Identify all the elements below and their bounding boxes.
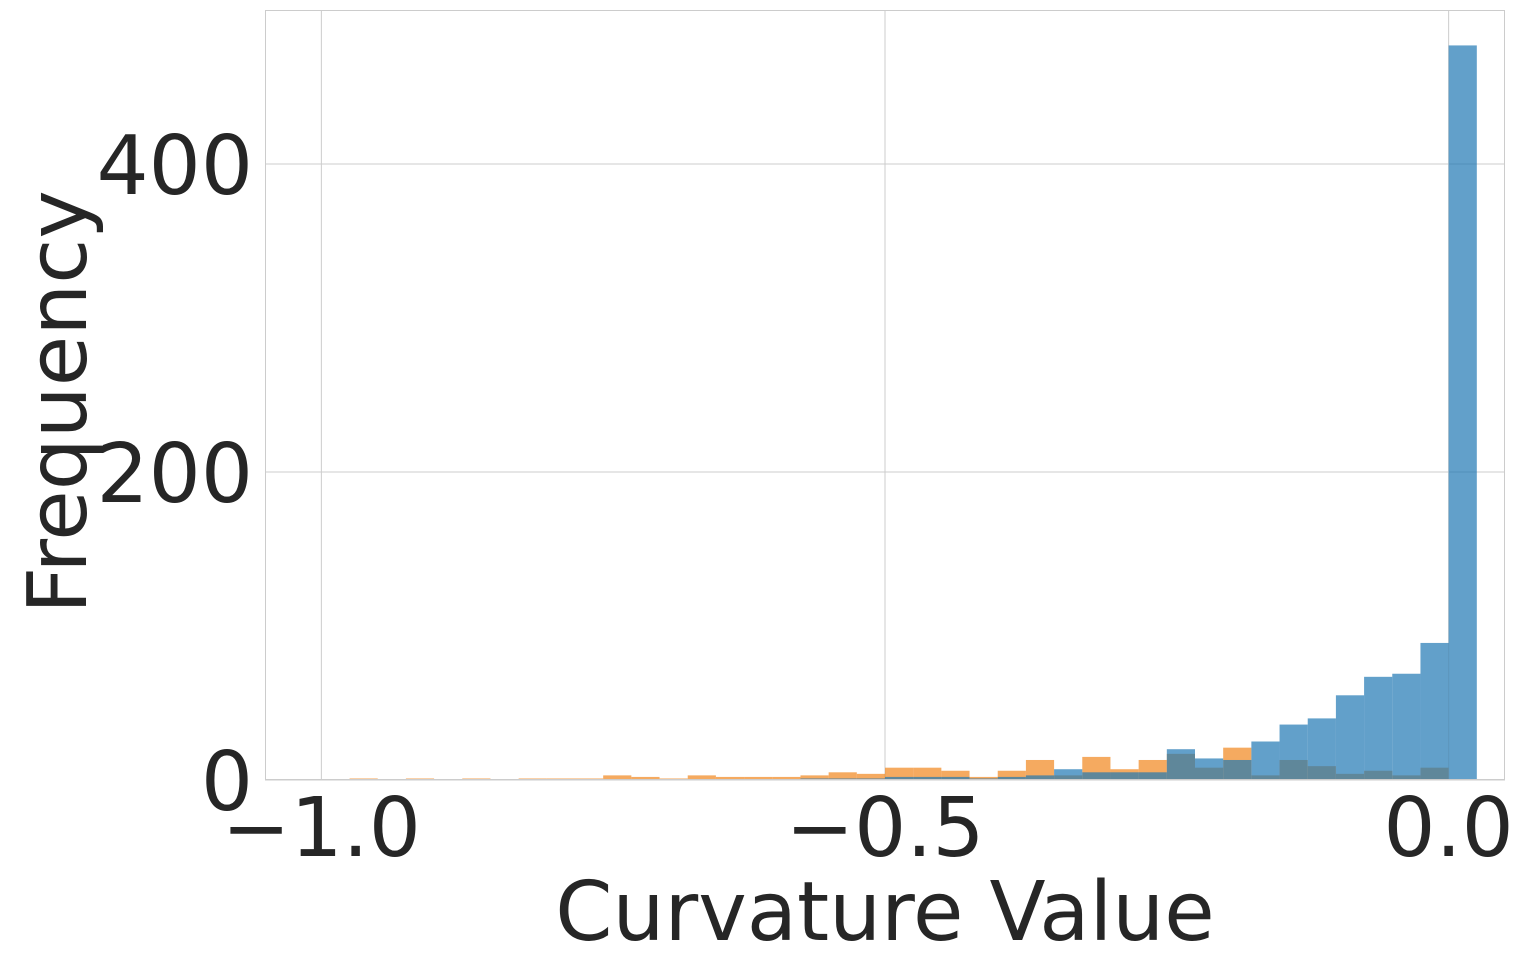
histogram-bar xyxy=(1138,772,1167,780)
histogram-bar xyxy=(1448,45,1477,781)
histogram-bar xyxy=(1420,642,1449,780)
y-tick-label: 400 xyxy=(96,119,253,214)
histogram-bar xyxy=(885,776,914,780)
histogram-bar xyxy=(856,773,885,780)
histogram-bar xyxy=(772,776,801,780)
histogram-bar xyxy=(631,776,660,780)
series-1-bars xyxy=(800,45,1477,781)
y-tick-label: 200 xyxy=(96,427,253,522)
x-tick-label: −0.5 xyxy=(785,781,984,876)
histogram-bar xyxy=(828,772,857,780)
histogram-bar xyxy=(1195,758,1224,780)
histogram-bar xyxy=(941,776,970,780)
histogram-bar xyxy=(715,776,745,780)
histogram-bar xyxy=(800,775,829,780)
histogram-bar xyxy=(1364,676,1393,780)
histogram-bar xyxy=(997,770,1026,780)
histogram-bar xyxy=(913,776,942,780)
y-tick-labels: 0 200 400 xyxy=(96,119,253,830)
histogram-bar xyxy=(1251,741,1280,780)
histogram-bar xyxy=(1025,775,1055,780)
y-axis-title: Frequency xyxy=(11,190,106,614)
histogram-bar xyxy=(744,776,773,780)
plot-frame xyxy=(265,10,1505,780)
x-axis-title: Curvature Value xyxy=(555,865,1214,960)
x-tick-labels: −1.0 −0.5 0.0 xyxy=(222,781,1514,876)
histogram-bar xyxy=(1307,718,1336,780)
x-tick-label: 0.0 xyxy=(1383,781,1513,876)
histogram-bar xyxy=(1223,759,1252,780)
histogram-bar xyxy=(1082,772,1111,780)
histogram-bar xyxy=(997,776,1026,780)
histogram-bar xyxy=(969,776,998,780)
histogram-bar xyxy=(1110,772,1139,780)
y-tick-label: 0 xyxy=(201,735,253,830)
histogram-bar xyxy=(941,770,970,780)
gridlines xyxy=(265,10,1505,781)
x-tick-label: −1.0 xyxy=(222,781,421,876)
histogram-bar xyxy=(1025,759,1055,780)
histogram-bar xyxy=(1279,724,1308,780)
histogram-bar xyxy=(1392,673,1421,780)
histogram-bar xyxy=(687,775,716,780)
histogram-bar xyxy=(1054,769,1083,780)
histogram-bar xyxy=(603,775,632,780)
histogram-bar xyxy=(1335,695,1365,780)
histogram-bar xyxy=(1166,749,1195,780)
